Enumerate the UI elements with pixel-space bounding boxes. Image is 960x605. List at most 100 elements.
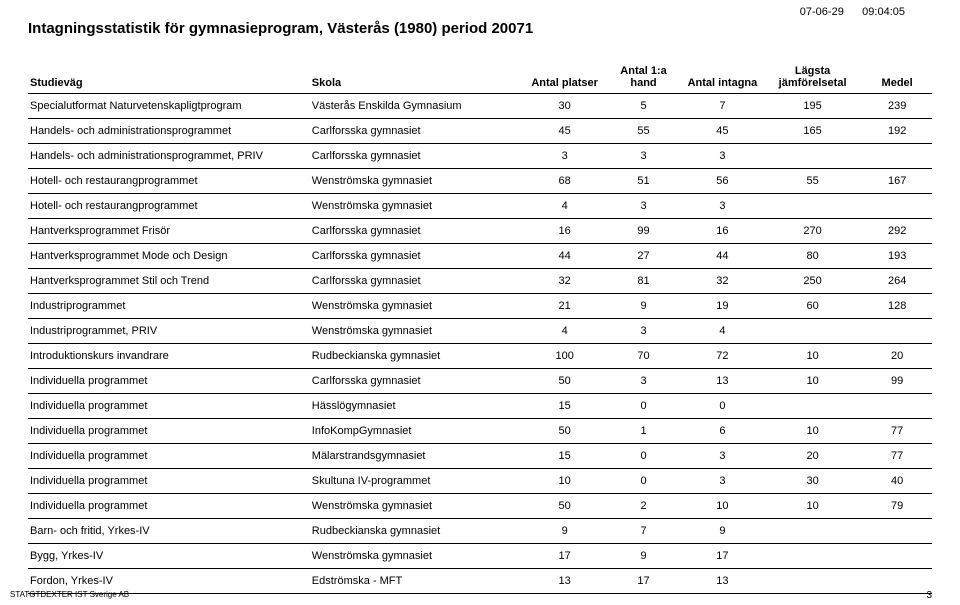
table-cell: 3 — [605, 319, 684, 344]
table-row: Handels- och administrationsprogrammetCa… — [28, 119, 932, 144]
table-cell: Västerås Enskilda Gymnasium — [310, 94, 526, 119]
table-cell — [864, 194, 932, 219]
table-cell: 20 — [763, 444, 864, 469]
table-row: Individuella programmetHässlögymnasiet15… — [28, 394, 932, 419]
table-row: Barn- och fritid, Yrkes-IVRudbeckianska … — [28, 519, 932, 544]
table-cell: Wenströmska gymnasiet — [310, 494, 526, 519]
table-cell: 2 — [605, 494, 684, 519]
table-cell: Carlforsska gymnasiet — [310, 269, 526, 294]
table-cell: 55 — [763, 169, 864, 194]
table-cell: 0 — [605, 469, 684, 494]
table-row: Industriprogrammet, PRIVWenströmska gymn… — [28, 319, 932, 344]
table-cell: 165 — [763, 119, 864, 144]
col-antal-1a-hand: Antal 1:a hand — [605, 63, 684, 94]
table-cell: Hantverksprogrammet Stil och Trend — [28, 269, 310, 294]
table-cell: Individuella programmet — [28, 419, 310, 444]
table-row: Hantverksprogrammet Mode och DesignCarlf… — [28, 244, 932, 269]
table-cell: 3 — [605, 144, 684, 169]
table-cell: Industriprogrammet, PRIV — [28, 319, 310, 344]
table-cell: 9 — [526, 519, 605, 544]
table-cell: 20 — [864, 344, 932, 369]
table-cell: 30 — [526, 94, 605, 119]
table-row: Individuella programmetMälarstrandsgymna… — [28, 444, 932, 469]
table-cell: 30 — [763, 469, 864, 494]
table-cell — [864, 319, 932, 344]
table-row: Introduktionskurs invandrareRudbeckiansk… — [28, 344, 932, 369]
col-skola: Skola — [310, 63, 526, 94]
table-cell: 1 — [605, 419, 684, 444]
table-cell: Hässlögymnasiet — [310, 394, 526, 419]
table-cell: 72 — [684, 344, 763, 369]
table-cell: Rudbeckianska gymnasiet — [310, 344, 526, 369]
table-row: Individuella programmetWenströmska gymna… — [28, 494, 932, 519]
table-cell: Industriprogrammet — [28, 294, 310, 319]
table-cell: 3 — [684, 444, 763, 469]
table-row: Individuella programmetCarlforsska gymna… — [28, 369, 932, 394]
table-row: Individuella programmetInfoKompGymnasiet… — [28, 419, 932, 444]
table-cell: 4 — [526, 319, 605, 344]
table-cell: Individuella programmet — [28, 394, 310, 419]
table-cell: 10 — [763, 419, 864, 444]
col-antal-intagna: Antal intagna — [684, 63, 763, 94]
date-label: 07-06-29 — [800, 6, 844, 18]
table-cell: 68 — [526, 169, 605, 194]
table-cell: Mälarstrandsgymnasiet — [310, 444, 526, 469]
table-cell — [763, 194, 864, 219]
table-cell: 10 — [763, 344, 864, 369]
table-cell: Individuella programmet — [28, 469, 310, 494]
table-cell — [864, 544, 932, 569]
table-cell: 17 — [684, 544, 763, 569]
table-cell: 264 — [864, 269, 932, 294]
table-cell: 32 — [684, 269, 763, 294]
table-cell: 3 — [684, 194, 763, 219]
table-cell: 16 — [684, 219, 763, 244]
table-cell: 27 — [605, 244, 684, 269]
table-cell: 9 — [605, 294, 684, 319]
table-cell: Wenströmska gymnasiet — [310, 169, 526, 194]
table-cell: 3 — [526, 144, 605, 169]
table-cell: 77 — [864, 444, 932, 469]
table-cell: 0 — [684, 394, 763, 419]
col-lagsta: Lägsta jämförelsetal — [763, 63, 864, 94]
table-cell: Individuella programmet — [28, 494, 310, 519]
table-cell: Handels- och administrationsprogrammet, … — [28, 144, 310, 169]
table-cell: 56 — [684, 169, 763, 194]
table-cell: Individuella programmet — [28, 444, 310, 469]
time-label: 09:04:05 — [862, 6, 905, 18]
table-cell: 70 — [605, 344, 684, 369]
table-cell — [763, 544, 864, 569]
table-cell: 3 — [684, 469, 763, 494]
table-cell: 21 — [526, 294, 605, 319]
table-cell: Wenströmska gymnasiet — [310, 319, 526, 344]
table-cell: 0 — [605, 444, 684, 469]
table-cell — [763, 394, 864, 419]
timestamp: 07-06-29 09:04:05 — [800, 6, 905, 18]
table-cell: 44 — [684, 244, 763, 269]
table-cell: Barn- och fritid, Yrkes-IV — [28, 519, 310, 544]
table-cell: Hantverksprogrammet Mode och Design — [28, 244, 310, 269]
table-cell: 6 — [684, 419, 763, 444]
table-cell: 55 — [605, 119, 684, 144]
table-cell: InfoKompGymnasiet — [310, 419, 526, 444]
table-row: Hotell- och restaurangprogrammetWenström… — [28, 169, 932, 194]
table-cell: Hotell- och restaurangprogrammet — [28, 169, 310, 194]
table-cell: 19 — [684, 294, 763, 319]
table-cell: Carlforsska gymnasiet — [310, 244, 526, 269]
table-cell: 50 — [526, 419, 605, 444]
page-number: 3 — [926, 590, 932, 601]
table-cell — [763, 319, 864, 344]
table-cell: 40 — [864, 469, 932, 494]
table-cell: 3 — [605, 369, 684, 394]
table-cell: 0 — [605, 394, 684, 419]
table-cell: 45 — [526, 119, 605, 144]
table-cell: 3 — [605, 194, 684, 219]
table-cell: 5 — [605, 94, 684, 119]
table-cell: 167 — [864, 169, 932, 194]
table-cell: 9 — [605, 544, 684, 569]
table-cell: Rudbeckianska gymnasiet — [310, 519, 526, 544]
table-row: Specialutformat Naturvetenskapligtprogra… — [28, 94, 932, 119]
table-cell — [864, 144, 932, 169]
table-cell: Carlforsska gymnasiet — [310, 119, 526, 144]
table-row: IndustriprogrammetWenströmska gymnasiet2… — [28, 294, 932, 319]
table-cell: 15 — [526, 394, 605, 419]
